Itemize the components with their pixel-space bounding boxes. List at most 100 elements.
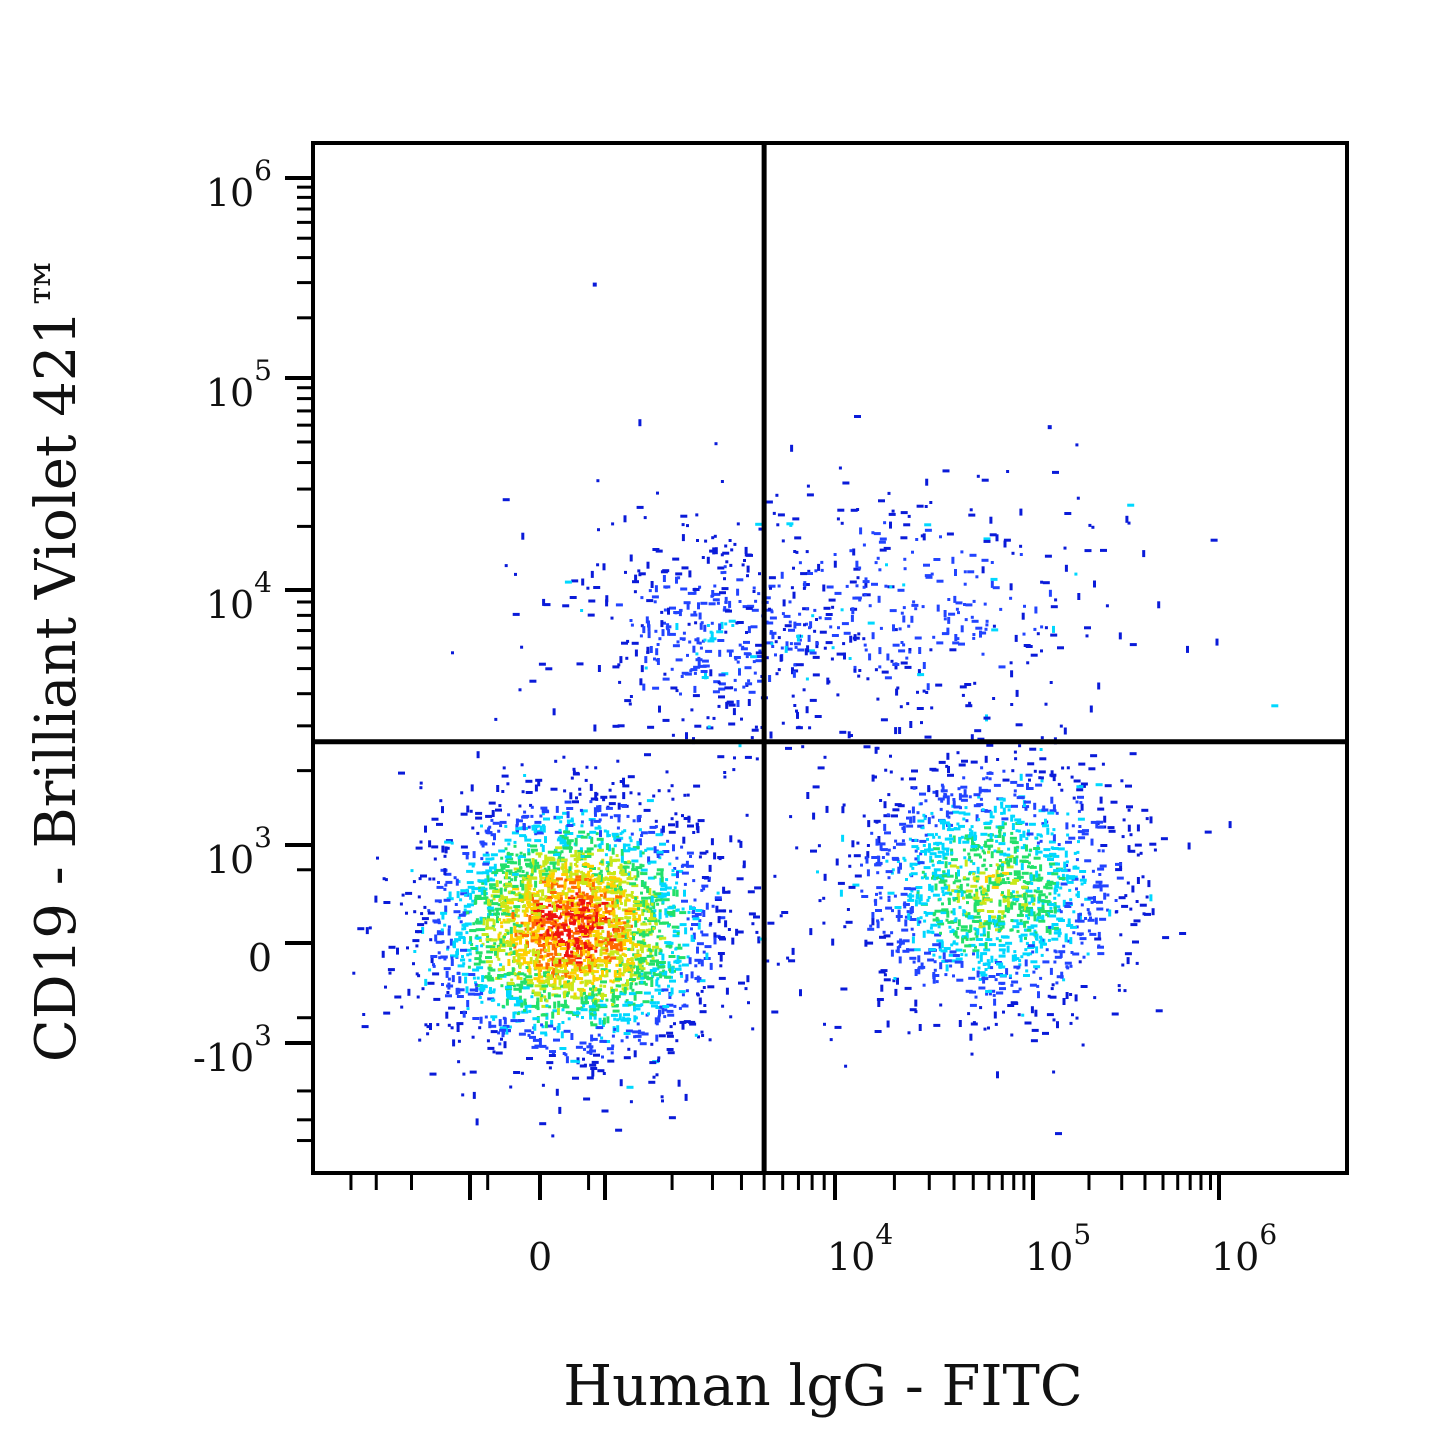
event-dot: [689, 855, 692, 858]
event-dot: [997, 867, 1000, 871]
event-dot: [856, 841, 860, 845]
event-dot: [583, 857, 587, 861]
event-dot: [986, 884, 990, 892]
event-dot: [960, 928, 968, 932]
event-dot: [569, 915, 573, 919]
event-dot: [687, 824, 694, 828]
event-dot: [543, 974, 547, 978]
event-dot: [718, 649, 722, 657]
event-dot: [598, 889, 606, 893]
event-dot: [646, 954, 654, 958]
event-dot: [526, 923, 530, 931]
event-dot: [659, 951, 663, 955]
event-dot: [967, 1012, 971, 1016]
event-dot: [575, 796, 578, 800]
event-dot: [656, 643, 660, 646]
event-dot: [668, 912, 675, 916]
event-dot: [626, 639, 630, 643]
event-dot: [591, 972, 595, 975]
event-dot: [696, 992, 699, 996]
event-dot: [624, 928, 632, 932]
event-dot: [1133, 919, 1141, 923]
event-dot: [586, 939, 590, 947]
event-dot: [458, 976, 462, 984]
event-dot: [631, 941, 635, 949]
event-dot: [639, 634, 643, 638]
event-dot: [939, 819, 946, 823]
event-dot: [681, 1004, 689, 1008]
event-dot: [1024, 959, 1028, 967]
event-dot: [572, 918, 576, 926]
event-dot: [562, 1052, 566, 1055]
event-dot: [946, 874, 954, 878]
event-dot: [767, 921, 775, 925]
event-dot: [772, 511, 776, 515]
event-dot: [559, 841, 567, 845]
event-dot: [625, 896, 629, 900]
event-dot: [655, 1034, 659, 1042]
event-dot: [581, 1016, 584, 1019]
event-dot: [505, 906, 513, 910]
event-dot: [784, 624, 792, 628]
event-dot: [622, 792, 626, 800]
event-dot: [599, 975, 603, 979]
event-dot: [1023, 903, 1027, 911]
event-dot: [578, 901, 586, 905]
event-dot: [486, 939, 490, 943]
event-dot: [436, 885, 444, 889]
event-dot: [947, 869, 950, 877]
event-dot: [555, 805, 559, 813]
event-dot: [809, 928, 813, 936]
event-dot: [600, 959, 608, 963]
event-dot: [499, 880, 502, 884]
event-dot: [1044, 942, 1047, 946]
event-dot: [714, 547, 718, 555]
event-dot: [662, 921, 669, 925]
event-dot: [805, 677, 809, 681]
event-dot: [933, 877, 937, 881]
event-dot: [964, 834, 968, 838]
event-dot: [1084, 917, 1087, 920]
event-dot: [977, 795, 981, 799]
event-dot: [665, 878, 669, 882]
event-dot: [717, 952, 725, 955]
event-dot: [800, 663, 804, 667]
event-dot: [546, 972, 550, 976]
event-dot: [1039, 833, 1042, 837]
event-dot: [1026, 882, 1030, 885]
event-dot: [934, 869, 938, 877]
event-dot: [959, 685, 967, 689]
event-dot: [575, 974, 579, 978]
event-dot: [576, 944, 580, 948]
event-dot: [1038, 893, 1042, 901]
event-dot: [1134, 843, 1142, 847]
event-dot: [516, 829, 519, 833]
event-dot: [1120, 779, 1124, 783]
event-dot: [874, 898, 878, 906]
event-dot: [560, 850, 564, 854]
event-dot: [509, 951, 513, 955]
event-dot: [499, 887, 503, 895]
event-dot: [798, 612, 802, 616]
event-dot: [834, 591, 842, 595]
event-dot: [606, 937, 610, 944]
event-dot: [547, 879, 554, 883]
event-dot: [519, 953, 527, 957]
event-dot: [1047, 811, 1055, 815]
event-dot: [567, 930, 571, 934]
event-dot: [453, 876, 457, 880]
event-dot: [970, 830, 974, 838]
event-dot: [649, 949, 653, 956]
event-dot: [743, 559, 746, 562]
event-dot: [507, 890, 511, 894]
event-dot: [641, 896, 649, 900]
event-dot: [655, 979, 659, 987]
event-dot: [523, 810, 527, 814]
event-dot: [941, 842, 945, 850]
event-dot: [886, 852, 890, 856]
event-dot: [668, 941, 672, 949]
event-dot: [452, 940, 456, 948]
event-dot: [1096, 820, 1103, 824]
event-dot: [586, 852, 594, 856]
event-dot: [876, 998, 884, 1001]
